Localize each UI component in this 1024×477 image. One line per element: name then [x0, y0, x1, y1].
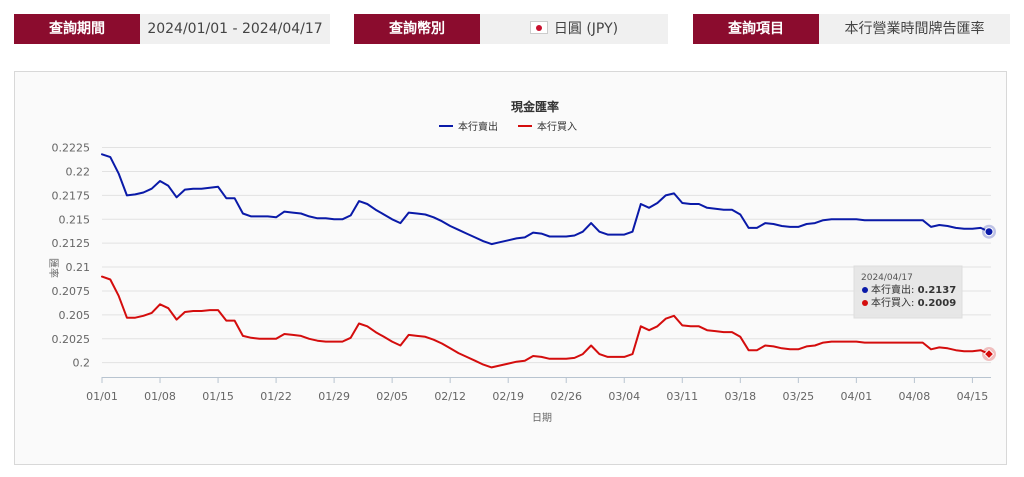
series-line-0[interactable] [101, 153, 990, 246]
x-tick-label: 03/04 [608, 390, 640, 403]
chart-title: 現金匯率 [511, 99, 559, 114]
x-axis-title: 日期 [532, 412, 552, 424]
y-tick-label: 0.2125 [52, 237, 91, 250]
legend-item-0[interactable]: 本行賣出 [458, 120, 498, 133]
x-tick-label: 01/15 [202, 390, 234, 403]
y-tick-label: 0.22 [66, 165, 91, 178]
series-point-1[interactable] [983, 348, 995, 360]
tooltip-box [853, 265, 963, 319]
currency-label: 查詢幣別 [354, 14, 480, 44]
y-axis-title: 匯率 [47, 258, 60, 278]
tooltip-marker [862, 287, 868, 293]
x-tick-label: 01/01 [86, 390, 118, 403]
filter-bar: 查詢期間 2024/01/01 - 2024/04/17 查詢幣別 日圓 (JP… [14, 14, 1010, 44]
period-value[interactable]: 2024/01/01 - 2024/04/17 [140, 14, 330, 44]
tooltip-date: 2024/04/17 [861, 273, 913, 283]
y-tick-label: 0.2075 [52, 285, 91, 298]
x-tick-label: 03/18 [724, 390, 756, 403]
series-line-1[interactable] [101, 275, 990, 369]
legend-item-1[interactable]: 本行買入 [537, 120, 577, 133]
x-tick-label: 02/26 [550, 390, 582, 403]
tooltip-row-1: 本行買入: 0.2009 [871, 296, 956, 309]
x-tick-label: 01/08 [144, 390, 176, 403]
x-tick-label: 02/12 [434, 390, 466, 403]
item-value[interactable]: 本行營業時間牌告匯率 [819, 14, 1010, 44]
x-tick-label: 01/29 [318, 390, 350, 403]
currency-value: 日圓 (JPY) [553, 21, 619, 37]
period-label: 查詢期間 [14, 14, 140, 44]
series-point-0[interactable] [984, 227, 994, 237]
x-tick-label: 03/11 [666, 390, 698, 403]
y-tick-label: 0.2175 [52, 189, 91, 202]
japan-flag-icon [529, 21, 548, 34]
y-tick-label: 0.21 [66, 261, 91, 274]
tooltip-marker [862, 300, 868, 306]
x-tick-label: 04/08 [899, 390, 931, 403]
x-tick-label: 01/22 [260, 390, 292, 403]
y-tick-label: 0.2025 [52, 333, 91, 346]
x-tick-label: 04/01 [841, 390, 873, 403]
y-tick-label: 0.2 [73, 357, 91, 370]
x-tick-label: 02/05 [376, 390, 408, 403]
exchange-rate-chart[interactable]: 0.2 0.2025 0.205 0.2075 0.21 0.2125 0.215 0.217… [15, 72, 1006, 464]
y-tick-label: 0.205 [59, 309, 91, 322]
y-tick-label: 0.2225 [52, 142, 91, 155]
chart-panel: 0.2 0.2025 0.205 0.2075 0.21 0.2125 0.215 0.217… [14, 71, 1007, 465]
currency-select[interactable]: 日圓 (JPY) [480, 14, 668, 44]
tooltip-row-0: 本行賣出: 0.2137 [871, 283, 956, 296]
x-tick-label: 04/15 [957, 390, 989, 403]
x-tick-label: 02/19 [492, 390, 524, 403]
item-label: 查詢項目 [693, 14, 819, 44]
x-tick-label: 03/25 [782, 390, 814, 403]
y-tick-label: 0.215 [59, 213, 91, 226]
